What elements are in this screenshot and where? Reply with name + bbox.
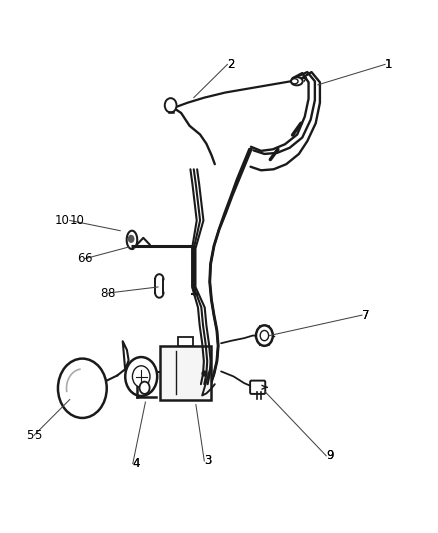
Text: 10: 10 [55, 214, 70, 227]
FancyBboxPatch shape [250, 381, 265, 394]
Circle shape [165, 98, 177, 112]
Text: 9: 9 [326, 449, 334, 462]
Text: 2: 2 [227, 58, 235, 71]
Text: 1: 1 [385, 58, 392, 71]
Circle shape [128, 235, 134, 243]
Text: 10: 10 [70, 214, 85, 227]
Text: 4: 4 [133, 457, 140, 470]
Ellipse shape [291, 79, 298, 84]
Text: 7: 7 [362, 309, 370, 321]
Circle shape [58, 359, 107, 418]
Text: 8: 8 [108, 287, 115, 300]
Circle shape [125, 357, 157, 396]
Text: 7: 7 [362, 309, 370, 321]
Text: 2: 2 [227, 58, 235, 71]
Text: 3: 3 [204, 455, 212, 467]
Circle shape [256, 325, 273, 346]
Text: 6: 6 [85, 252, 92, 265]
Text: 6: 6 [77, 252, 85, 265]
Text: 4: 4 [133, 457, 140, 470]
FancyBboxPatch shape [178, 337, 193, 346]
Ellipse shape [291, 77, 303, 85]
Text: 8: 8 [100, 287, 108, 300]
Text: 5: 5 [34, 429, 41, 442]
Text: 5: 5 [27, 429, 34, 442]
FancyBboxPatch shape [160, 346, 211, 400]
Circle shape [260, 330, 268, 341]
Text: 1: 1 [385, 58, 392, 71]
Text: 9: 9 [326, 449, 334, 462]
Circle shape [132, 366, 150, 387]
Circle shape [140, 382, 150, 394]
Text: 3: 3 [204, 455, 212, 467]
